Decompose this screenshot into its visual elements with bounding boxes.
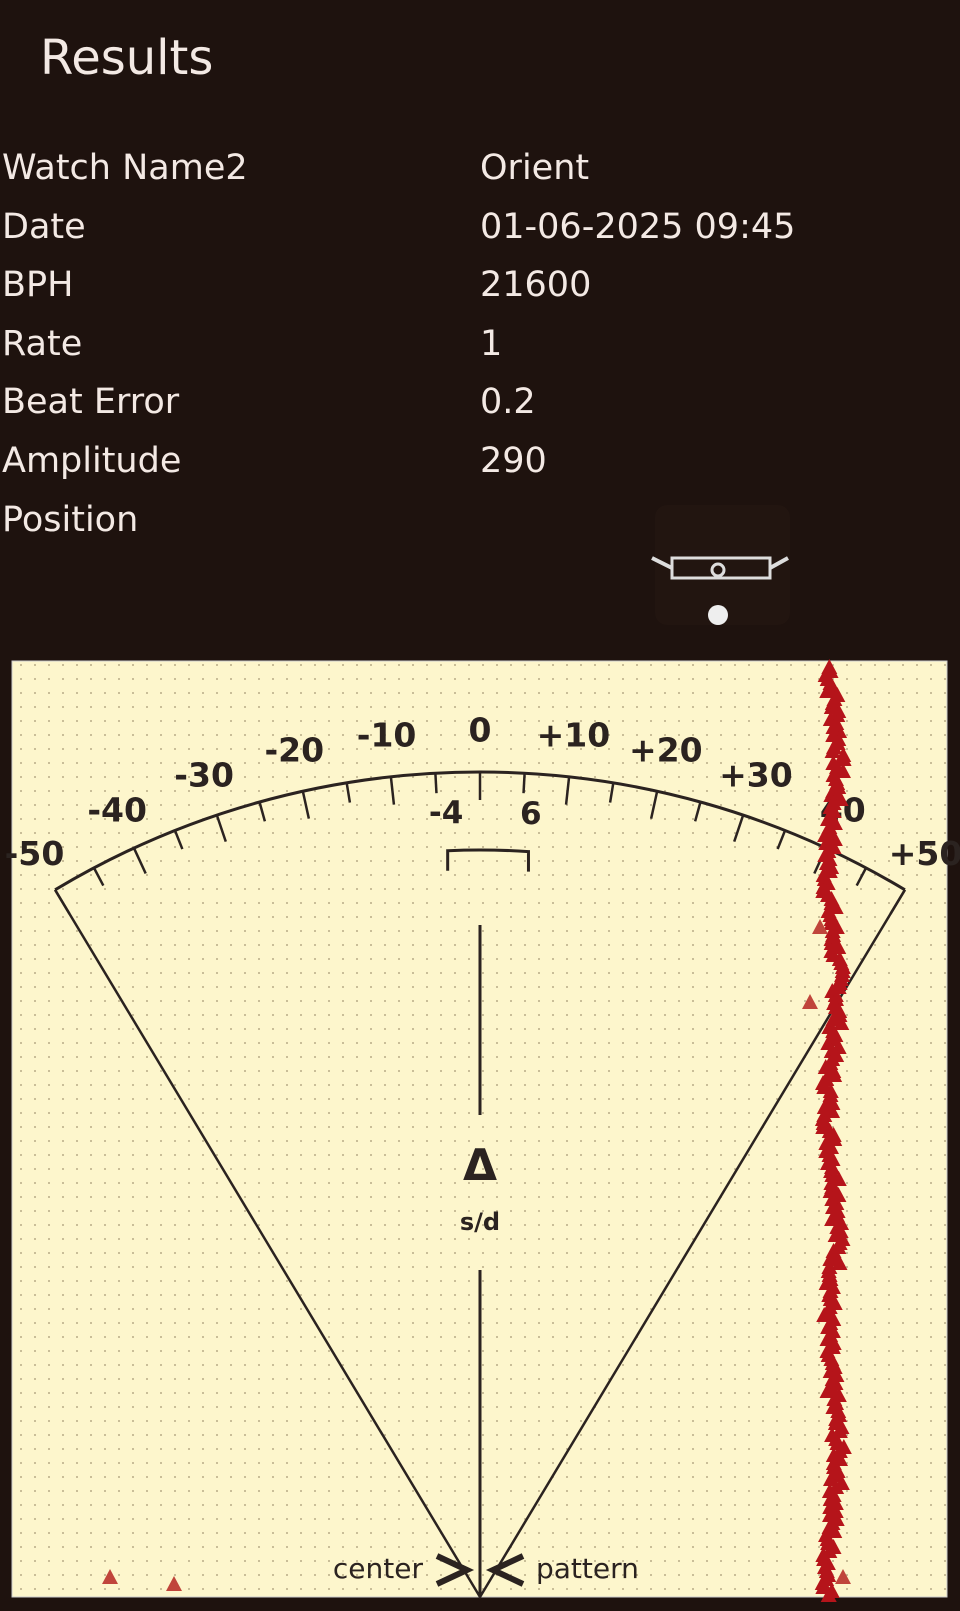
- beat-mark: [826, 1523, 843, 1538]
- beat-mark: [166, 1576, 182, 1591]
- row-label: BPH: [2, 265, 74, 306]
- beat-mark: [831, 1255, 848, 1270]
- row-value: 1: [480, 323, 503, 364]
- scale-label: -10: [357, 716, 417, 755]
- beat-mark: [819, 1383, 836, 1398]
- dial-tick: [608, 782, 615, 803]
- scale-label: -40: [87, 790, 147, 829]
- scale-label: +20: [629, 731, 703, 770]
- beat-mark: [802, 994, 818, 1009]
- center-label: center: [333, 1552, 424, 1585]
- beat-mark: [812, 919, 828, 934]
- dial-tick: [54, 889, 71, 915]
- row-value: 01-06-2025 09:45: [480, 206, 796, 247]
- dial-tick: [855, 867, 868, 887]
- dial-tick: [693, 801, 702, 822]
- row-value: 21600: [480, 265, 592, 306]
- row-value: 0.2: [480, 382, 536, 423]
- beat-mark: [834, 763, 851, 778]
- row-value: Orient: [480, 148, 590, 188]
- unit-label: s/d: [460, 1208, 500, 1236]
- row-label: Amplitude: [2, 441, 182, 481]
- dial-tick: [649, 790, 659, 819]
- beat-mark: [833, 1015, 850, 1030]
- dial-tick: [776, 830, 787, 850]
- beat-mark: [826, 1067, 843, 1082]
- beat-mark: [824, 743, 841, 758]
- dial-tick: [301, 790, 311, 819]
- scale-label: +10: [537, 716, 611, 755]
- beat-mark: [826, 831, 843, 846]
- center-arrow: [435, 1553, 475, 1587]
- row-label: Beat Error: [2, 382, 180, 423]
- beat-mark: [820, 1587, 837, 1602]
- dial-tick: [258, 801, 267, 822]
- window-label: -4: [429, 795, 463, 831]
- beat-mark: [835, 1569, 851, 1584]
- row-label: Position: [2, 499, 139, 540]
- row-value: 290: [480, 441, 547, 481]
- trace[interactable]: [102, 659, 852, 1602]
- dial-tick: [132, 847, 147, 875]
- dial-tick: [889, 889, 906, 915]
- scale-label: -50: [5, 834, 65, 873]
- beat-mark: [822, 1251, 839, 1266]
- scale-label: -20: [264, 731, 324, 770]
- beat-mark: [835, 751, 852, 766]
- beat-mark: [817, 827, 834, 842]
- dial-tick: [173, 830, 184, 850]
- dial-tick: [389, 776, 396, 805]
- window-bracket: [446, 848, 530, 872]
- pattern-arrow: [485, 1553, 525, 1587]
- scale-label: 0: [469, 711, 492, 750]
- scale-label: +30: [719, 756, 793, 795]
- dial-tick: [522, 773, 526, 794]
- window-label: 6: [520, 796, 542, 832]
- scale-label: -30: [174, 756, 234, 795]
- dial-tick: [215, 814, 227, 843]
- dial-tick: [92, 867, 105, 887]
- scale-label: +50: [889, 834, 960, 873]
- delta-symbol: Δ: [463, 1140, 497, 1191]
- title: Results: [40, 30, 214, 86]
- dial-tick: [434, 773, 438, 794]
- dial-tick: [564, 776, 571, 805]
- row-label: Rate: [2, 323, 83, 364]
- dial-tick: [733, 814, 745, 843]
- row-label: Date: [2, 206, 86, 247]
- row-label: Watch Name2: [2, 148, 248, 188]
- pattern-label: pattern: [536, 1552, 639, 1585]
- beat-mark: [816, 1307, 833, 1322]
- position-icon: [651, 505, 790, 625]
- beat-mark: [102, 1569, 118, 1584]
- beat-mark: [819, 683, 836, 698]
- dial-tick: [345, 782, 352, 803]
